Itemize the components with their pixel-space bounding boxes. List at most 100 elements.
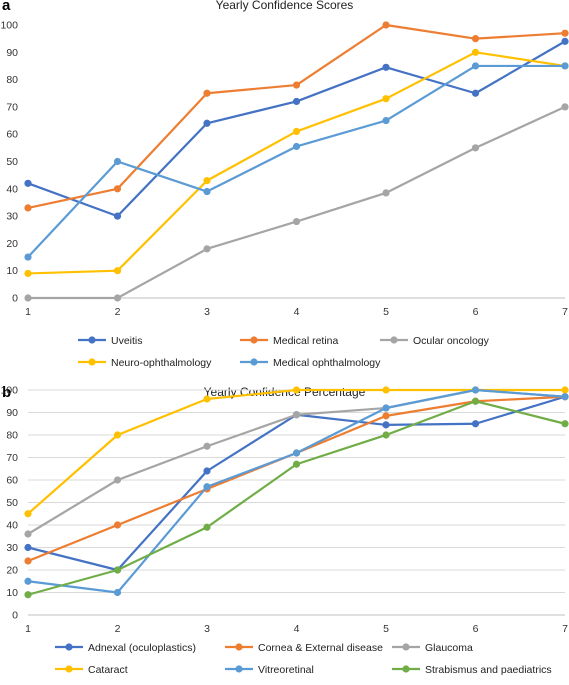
- chart-a-xtick-label-2: 2: [115, 306, 121, 318]
- chart-a-series-0-point-5: [471, 89, 480, 97]
- chart-a-series-3-point-5: [471, 48, 480, 56]
- chart-b-series-4-point-2: [203, 483, 211, 491]
- chart-b-ytick-label-90: 90: [6, 407, 18, 419]
- chart-b-ytick-label-80: 80: [6, 430, 18, 442]
- chart-b-legend-marker-3: [65, 665, 73, 673]
- chart-b-ytick-label-30: 30: [6, 542, 18, 554]
- chart-b-series-2-point-2: [203, 442, 211, 450]
- chart-a-ytick-label-20: 20: [6, 238, 18, 250]
- chart-b-legend-label-3: Cataract: [88, 664, 128, 676]
- chart-a-series-0-point-0: [24, 179, 32, 187]
- chart-b-series-0-point-2: [203, 467, 211, 475]
- chart-a-legend-marker-3: [88, 358, 96, 366]
- chart-a-ytick-label-30: 30: [6, 211, 18, 223]
- chart-a-xtick-label-5: 5: [383, 306, 389, 318]
- chart-b-legend-marker-1: [235, 643, 243, 651]
- chart-b-ytick-label-10: 10: [6, 587, 18, 599]
- chart-a-series-line-4: [27, 64, 565, 258]
- chart-b-xtick-label-1: 1: [25, 623, 31, 635]
- chart-b-series-3-point-1: [113, 431, 122, 439]
- chart-a-legend-marker-0: [88, 336, 96, 344]
- chart-b-xtick-label-5: 5: [383, 623, 389, 635]
- chart-b-series-3-point-0: [24, 510, 32, 518]
- chart-b-series-5-point-3: [292, 460, 301, 468]
- chart-a-series-1-point-5: [471, 35, 480, 43]
- panel-letter-b: b: [2, 384, 12, 401]
- chart-a-svg: 0 10 20 30 40 50 60 70 80 90 100 1 2 3 4 5 6 7 Uveitis Medi…: [0, 20, 569, 369]
- chart-b-xtick-label-3: 3: [204, 623, 210, 635]
- chart-a-xtick-label-3: 3: [204, 306, 210, 318]
- chart-a-series-1-point-2: [203, 89, 211, 97]
- chart-a-series-4-point-6: [561, 62, 569, 70]
- chart-a-series-3-point-2: [203, 177, 211, 185]
- chart-a-ytick-label-80: 80: [6, 74, 18, 86]
- chart-b-xtick-label-7: 7: [562, 623, 568, 635]
- chart-a-legend-label-3: Neuro-ophthalmology: [111, 357, 212, 369]
- chart-a-series-1-point-1: [113, 185, 122, 193]
- chart-b-series-4-point-5: [471, 386, 480, 394]
- chart-a-xtick-label-4: 4: [294, 306, 300, 318]
- chart-a-legend-label-4: Medical ophthalmology: [273, 357, 381, 369]
- chart-a-series-4-point-1: [113, 157, 122, 166]
- chart-b-series-0-point-4: [382, 421, 390, 429]
- chart-a-legend-marker-1: [250, 336, 258, 344]
- chart-a-series-2-point-4: [382, 189, 390, 197]
- chart-a-series-4-point-0: [24, 253, 32, 261]
- chart-title-a: Yearly Confidence Scores: [215, 0, 354, 12]
- chart-a-series-0-point-2: [203, 119, 211, 127]
- chart-a-xtick-label-6: 6: [473, 306, 479, 318]
- chart-a-series-line-1: [27, 23, 566, 209]
- chart-b-series-0-point-5: [471, 420, 480, 428]
- chart-b-ytick-label-50: 50: [6, 497, 18, 509]
- chart-a-legend-marker-2: [390, 336, 398, 344]
- chart-b-legend-label-2: Glaucoma: [425, 642, 473, 654]
- chart-b-series-4-point-4: [382, 404, 390, 412]
- chart-a-series-0-point-4: [382, 63, 390, 71]
- chart-a-ytick-label-0: 0: [12, 293, 18, 305]
- chart-a-series-4-point-3: [292, 142, 301, 151]
- chart-b-legend-label-5: Strabismus and paediatrics: [425, 664, 552, 676]
- chart-a-series-0-point-3: [292, 97, 301, 106]
- chart-a-series-2-point-6: [561, 103, 569, 111]
- chart-a-series-line-2: [28, 105, 566, 300]
- chart-b-legend-marker-2: [402, 643, 410, 651]
- chart-b-legend-label-4: Vitreoretinal: [258, 664, 314, 676]
- chart-b-series-4-point-1: [113, 588, 122, 597]
- chart-b-series-4-point-0: [24, 577, 32, 585]
- chart-b-series-1-point-4: [382, 412, 390, 420]
- chart-a-series-0-point-1: [113, 212, 122, 220]
- chart-b-series-2-point-0: [24, 530, 32, 538]
- chart-b-series-4-point-3: [292, 449, 301, 457]
- chart-b-ytick-label-0: 0: [12, 610, 18, 622]
- panel-letter-a: a: [2, 0, 11, 14]
- chart-a-series-4-point-4: [382, 116, 390, 125]
- chart-a-series-2-point-2: [203, 245, 211, 253]
- chart-a-series-2-point-0: [24, 294, 32, 302]
- chart-b-legend-marker-5: [402, 665, 410, 673]
- chart-a-xtick-label-1: 1: [25, 306, 31, 318]
- chart-b-xtick-label-2: 2: [115, 623, 121, 635]
- chart-b-series-3-point-4: [382, 386, 390, 394]
- chart-a-xtick-label-7: 7: [562, 306, 568, 318]
- chart-a-ytick-label-100: 100: [0, 20, 18, 32]
- chart-a-series-3-point-0: [24, 269, 32, 278]
- chart-b-series-5-point-4: [382, 431, 390, 439]
- chart-b-legend-label-1: Cornea & External disease: [258, 642, 383, 654]
- chart-a-series-3-point-3: [292, 127, 301, 136]
- chart-a-legend-marker-4: [250, 358, 258, 366]
- chart-a-series-4-point-2: [203, 187, 211, 196]
- chart-panel-a: a Yearly Confidence Scores 0 10 20 30 40 50 60…: [0, 0, 569, 369]
- chart-b-legend-label-0: Adnexal (oculoplastics): [88, 642, 196, 654]
- chart-b-ytick-label-70: 70: [6, 452, 18, 464]
- chart-b-xtick-label-6: 6: [473, 623, 479, 635]
- chart-a-series-1-point-3: [292, 81, 301, 89]
- chart-b-series-line-5: [27, 400, 566, 596]
- chart-a-series-3-point-1: [113, 267, 122, 275]
- chart-a-ytick-label-90: 90: [6, 47, 18, 59]
- chart-b-series-5-point-1: [113, 566, 122, 574]
- chart-b-series-5-point-2: [203, 523, 211, 531]
- chart-b-series-1-point-1: [113, 521, 122, 529]
- chart-b-series-3-point-3: [292, 386, 301, 394]
- chart-a-ytick-label-60: 60: [6, 129, 18, 141]
- chart-b-svg: 0 10 20 30 40 50 60 70 80 90 100 1 2 3 4 5 6 7 Adnexal (oc…: [0, 385, 569, 676]
